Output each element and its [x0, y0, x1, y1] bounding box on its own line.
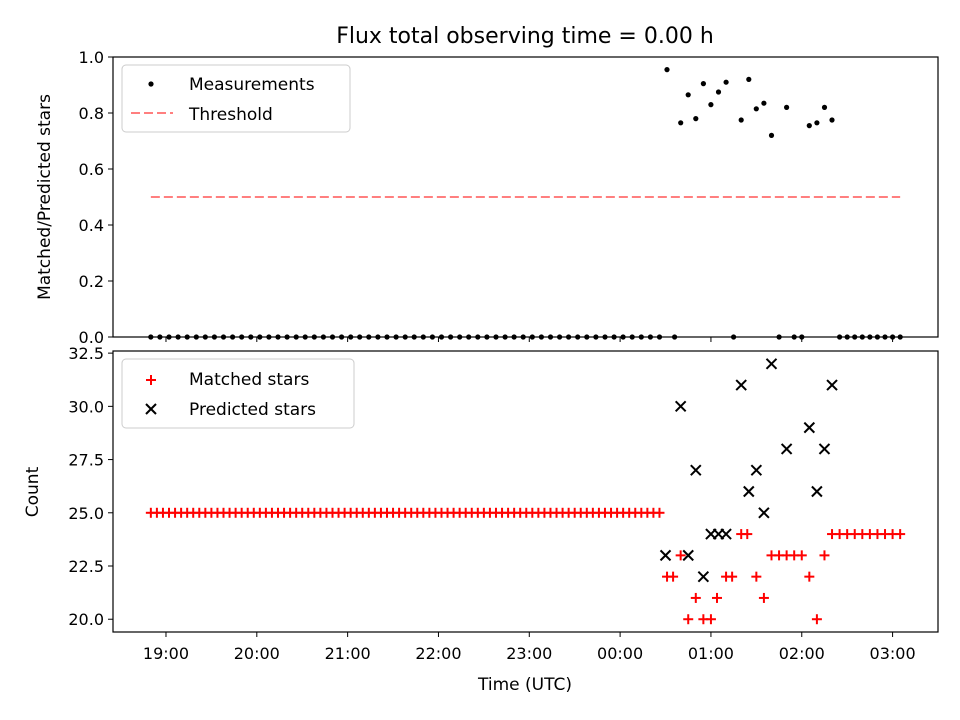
bottom-y-tick-label: 32.5 — [68, 344, 104, 363]
predicted-star-point — [758, 507, 770, 519]
top-y-tick-label: 0.2 — [79, 272, 104, 291]
bottom-legend: Matched stars Predicted stars — [121, 358, 355, 429]
predicted-star-point — [697, 570, 710, 583]
top-y-ticks: 0.0 0.2 0.4 0.6 0.8 1.0 — [79, 48, 113, 347]
measurement-point — [700, 81, 707, 87]
matched-star-point — [758, 592, 769, 603]
top-legend-box — [121, 64, 351, 133]
x-tick-label: 23:00 — [506, 644, 552, 663]
matched-star-point — [654, 507, 665, 518]
measurement-point — [664, 67, 670, 73]
measurement-point — [708, 102, 714, 108]
predicted-star-point — [735, 379, 747, 391]
matched-star-point — [742, 529, 753, 540]
measurement-point — [693, 116, 699, 122]
x-tick-label: 01:00 — [688, 644, 734, 663]
matched-star-point — [811, 614, 822, 625]
top-x-ticks — [165, 337, 894, 342]
measurement-point — [784, 104, 790, 110]
legend-matched-label: Matched stars — [189, 370, 309, 390]
bottom-y-tick-label: 27.5 — [68, 451, 104, 470]
top-y-tick-label: 0.6 — [79, 160, 104, 179]
matched-star-point — [819, 550, 830, 561]
top-y-tick-label: 0.0 — [79, 328, 104, 347]
bottom-y-tick-label: 30.0 — [68, 397, 104, 416]
measurement-point — [821, 104, 828, 110]
predicted-star-point — [780, 443, 793, 455]
top-y-tick-label: 1.0 — [79, 48, 104, 67]
legend-measurements-label: Measurements — [189, 75, 315, 95]
legend-predicted-marker — [145, 403, 157, 415]
predicted-star-point — [743, 485, 755, 498]
measurement-point — [715, 89, 722, 95]
bottom-panel-frame — [112, 350, 939, 633]
matched-star-point — [804, 571, 815, 582]
measurement-point — [753, 106, 759, 112]
bottom-series-layer — [145, 358, 906, 625]
x-tick-label: 02:00 — [779, 644, 825, 663]
top-chart-title: Flux total observing time = 0.00 h — [336, 24, 714, 49]
bottom-y-tick-label: 22.5 — [68, 557, 104, 576]
measurement-point — [746, 76, 752, 82]
matched-star-point — [668, 571, 679, 582]
matched-star-point — [690, 592, 701, 603]
matched-star-point — [796, 550, 807, 561]
measurement-point — [829, 117, 835, 123]
x-tick-label: 22:00 — [415, 644, 461, 663]
bottom-legend-box — [121, 358, 355, 429]
bottom-y-axis-label: Count — [23, 466, 43, 517]
predicted-star-point — [765, 358, 778, 370]
predicted-star-point — [826, 379, 838, 391]
bottom-y-ticks: 20.0 22.5 25.0 27.5 30.0 32.5 — [68, 344, 113, 629]
matched-star-point — [675, 550, 686, 561]
top-series-layer — [148, 67, 903, 340]
top-y-axis-label: Matched/Predicted stars — [35, 94, 55, 300]
top-panel-frame — [112, 56, 939, 338]
matched-star-point — [705, 614, 716, 625]
bottom-y-tick-label: 20.0 — [68, 610, 104, 629]
x-tick-label: 21:00 — [325, 644, 371, 663]
predicted-star-point — [674, 400, 687, 413]
predicted-star-point — [750, 464, 763, 476]
x-tick-label: 20:00 — [234, 644, 280, 663]
measurement-point — [738, 117, 744, 123]
x-tick-label: 03:00 — [870, 644, 916, 663]
measurement-point — [814, 120, 820, 126]
measurement-point — [685, 92, 691, 98]
predicted-star-point — [818, 443, 831, 455]
bottom-y-tick-label: 25.0 — [68, 504, 104, 523]
predicted-star-point — [659, 549, 672, 562]
matched-star-point — [751, 571, 762, 582]
predicted-star-point — [803, 421, 816, 434]
measurement-point — [723, 79, 729, 85]
x-axis-label: Time (UTC) — [477, 675, 572, 695]
measurement-point — [761, 100, 767, 106]
legend-predicted-label: Predicted stars — [189, 400, 316, 420]
top-panel: 0.0 0.2 0.4 0.6 0.8 1.0 Matched/Predicted sta… — [35, 48, 939, 347]
matched-star-point — [727, 571, 738, 582]
matched-star-point — [683, 614, 694, 625]
predicted-star-point — [811, 485, 823, 498]
x-tick-label: 19:00 — [143, 644, 189, 663]
legend-matched-marker — [146, 375, 156, 385]
predicted-star-point — [682, 549, 694, 562]
measurement-point — [678, 120, 684, 126]
matched-star-point — [711, 592, 722, 603]
matched-star-point — [895, 529, 906, 540]
x-tick-label: 00:00 — [597, 644, 643, 663]
top-legend: Measurements Threshold — [121, 64, 351, 133]
predicted-star-point — [690, 464, 702, 476]
legend-measurements-marker — [148, 81, 154, 87]
measurement-point — [806, 123, 812, 129]
top-y-tick-label: 0.8 — [79, 104, 104, 123]
top-y-tick-label: 0.4 — [79, 216, 104, 235]
bottom-panel: 20.0 22.5 25.0 27.5 30.0 32.5 19:00 20:00 21:00… — [23, 344, 939, 695]
bottom-x-ticks: 19:00 20:00 21:00 22:00 23:00 00:00 01:00 02:00… — [143, 632, 916, 663]
legend-threshold-label: Threshold — [188, 105, 273, 125]
predicted-star-point — [720, 528, 732, 540]
measurement-point — [768, 132, 775, 138]
